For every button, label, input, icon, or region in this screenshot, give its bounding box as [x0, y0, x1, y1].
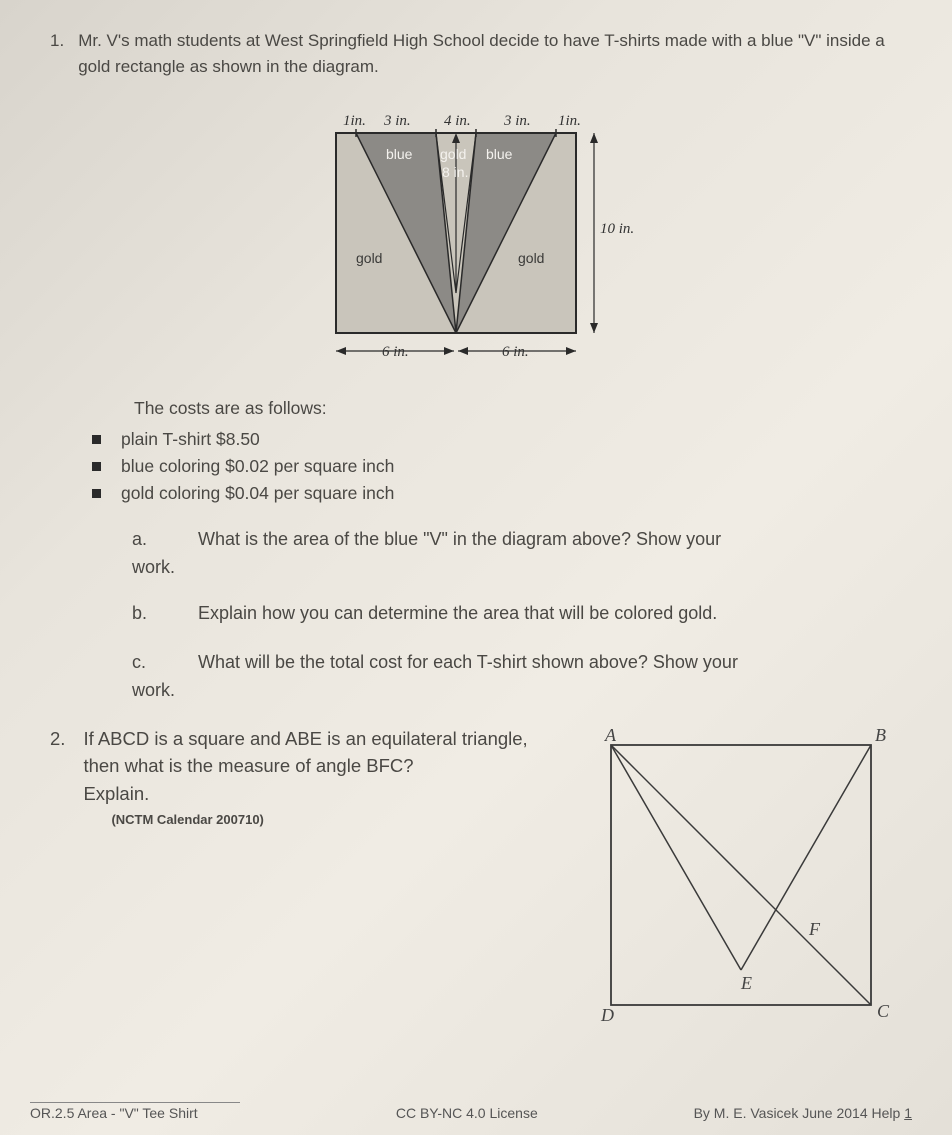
label-gold-right: gold: [518, 250, 544, 266]
bullet-icon: [92, 435, 101, 444]
cost-item-1: plain T-shirt $8.50: [92, 426, 902, 453]
q1-number: 1.: [50, 28, 64, 79]
label-blue-right: blue: [486, 146, 513, 162]
footer-left: OR.2.5 Area - "V" Tee Shirt: [30, 1102, 240, 1121]
subq-c: c. What will be the total cost for each …: [132, 649, 902, 676]
dim-10in: 10 in.: [600, 221, 634, 237]
label-B: B: [875, 725, 886, 745]
q1-prompt: Mr. V's math students at West Springfiel…: [78, 28, 902, 79]
subq-c-text: What will be the total cost for each T-s…: [198, 649, 738, 676]
subq-c-label: c.: [132, 649, 156, 676]
costs-block: The costs are as follows: plain T-shirt …: [92, 395, 902, 508]
bullet-icon: [92, 462, 101, 471]
label-E: E: [740, 973, 752, 993]
label-C: C: [877, 1001, 890, 1021]
cost-item-3: gold coloring $0.04 per square inch: [92, 480, 902, 507]
v-diagram-svg: 1in. 3 in. 4 in. 3 in. 1in. blue gold bl…: [286, 103, 666, 373]
dim-6in-left: 6 in.: [382, 344, 409, 360]
costs-intro: The costs are as follows:: [134, 395, 902, 422]
footer-right: By M. E. Vasicek June 2014 Help 1: [694, 1105, 912, 1121]
v-diagram: 1in. 3 in. 4 in. 3 in. 1in. blue gold bl…: [50, 103, 902, 373]
cost-text-3: gold coloring $0.04 per square inch: [121, 480, 394, 507]
label-A: A: [604, 725, 617, 745]
q2-source: (NCTM Calendar 200710): [111, 810, 563, 830]
q2-text-wrap: If ABCD is a square and ABE is an equila…: [83, 725, 563, 1043]
page-footer: OR.2.5 Area - "V" Tee Shirt CC BY-NC 4.0…: [30, 1102, 912, 1121]
dim-3in-right: 3 in.: [503, 113, 531, 129]
cost-item-2: blue coloring $0.02 per square inch: [92, 453, 902, 480]
label-8in: 8 in.: [442, 164, 468, 180]
dim-4in: 4 in.: [444, 113, 471, 129]
dim-1in-right: 1in.: [558, 113, 581, 129]
label-gold-center: gold: [440, 146, 466, 162]
q2-block: 2. If ABCD is a square and ABE is an equ…: [50, 725, 902, 1043]
subq-a-label: a.: [132, 526, 156, 553]
subq-a-text: What is the area of the blue "V" in the …: [198, 526, 721, 553]
subq-a: a. What is the area of the blue "V" in t…: [132, 526, 902, 553]
bullet-icon: [92, 489, 101, 498]
subq-b-label: b.: [132, 600, 156, 627]
label-F: F: [808, 919, 821, 939]
q2-explain: Explain.: [83, 780, 563, 808]
dim-1in-left: 1in.: [343, 113, 366, 129]
square-diagram: A B C D E F: [581, 725, 901, 1043]
label-blue-left: blue: [386, 146, 413, 162]
q2-text: If ABCD is a square and ABE is an equila…: [83, 728, 527, 777]
cost-text-2: blue coloring $0.02 per square inch: [121, 453, 394, 480]
label-D: D: [600, 1005, 614, 1025]
dim-3in-left: 3 in.: [383, 113, 411, 129]
subq-b: b. Explain how you can determine the are…: [132, 600, 902, 627]
label-gold-left: gold: [356, 250, 382, 266]
subq-c-trail: work.: [132, 680, 902, 701]
subq-b-text: Explain how you can determine the area t…: [198, 600, 717, 627]
q2-number: 2.: [50, 725, 65, 1043]
footer-right-text: By M. E. Vasicek June 2014 Help: [694, 1105, 901, 1121]
cost-text-1: plain T-shirt $8.50: [121, 426, 260, 453]
worksheet-page: 1. Mr. V's math students at West Springf…: [0, 0, 952, 1062]
footer-right-suffix: 1: [904, 1105, 912, 1121]
q1-header: 1. Mr. V's math students at West Springf…: [50, 28, 902, 79]
footer-center: CC BY-NC 4.0 License: [396, 1105, 538, 1121]
subq-a-trail: work.: [132, 557, 902, 578]
dim-6in-right: 6 in.: [502, 344, 529, 360]
